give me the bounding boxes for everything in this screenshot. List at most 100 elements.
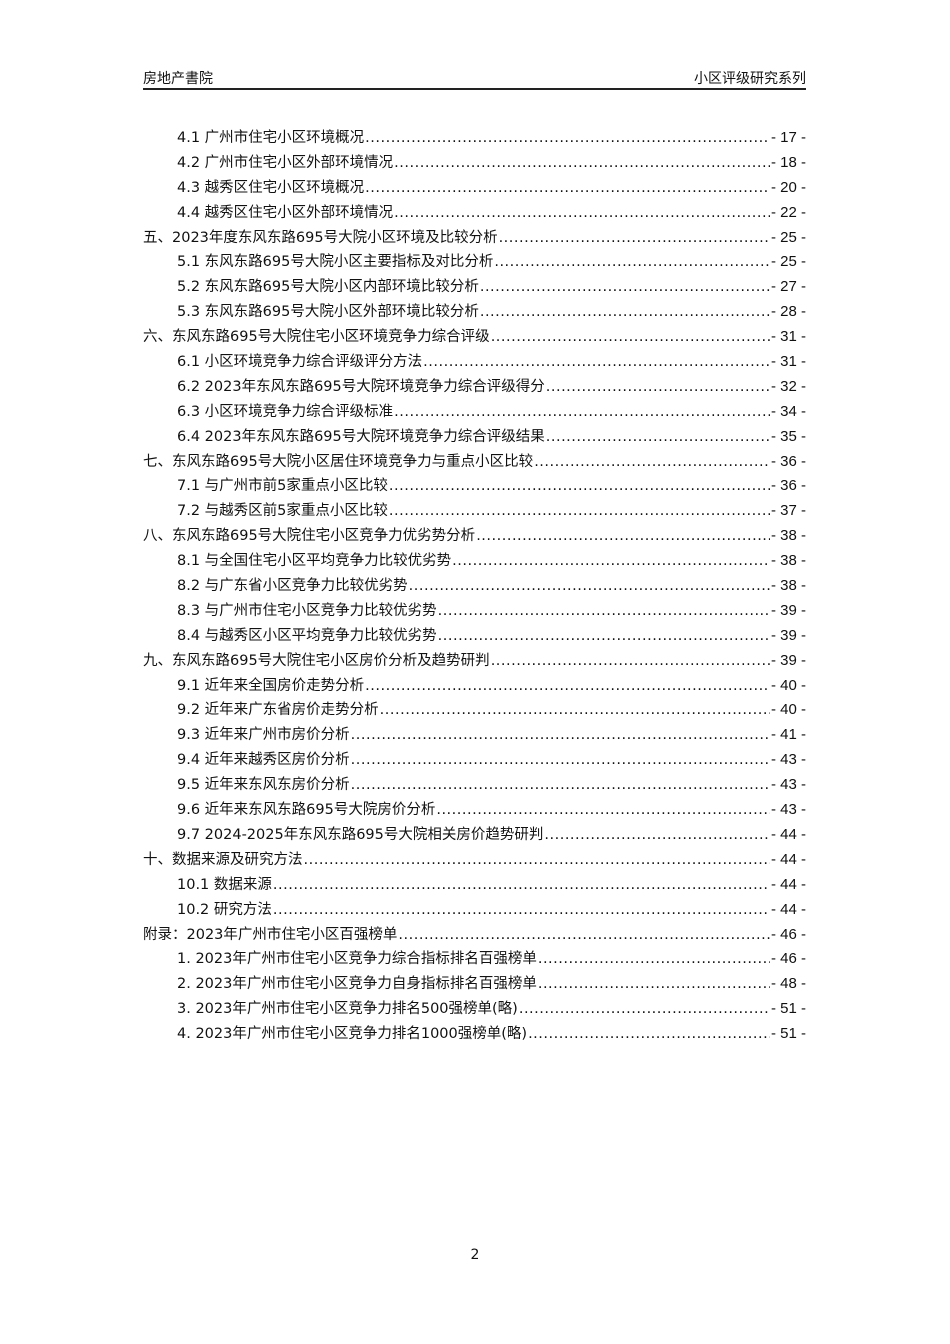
toc-entry-title: 六、东风东路695号大院住宅小区环境竞争力综合评级 <box>143 329 490 346</box>
toc-entry[interactable]: 6.2 2023年东风东路695号大院环境竞争力综合评级得分 - 32 - <box>143 375 806 400</box>
toc-entry-title: 6.4 2023年东风东路695号大院环境竞争力综合评级结果 <box>177 428 545 445</box>
toc-entry-title: 4.3 越秀区住宅小区环境概况 <box>177 179 365 196</box>
dot-leader <box>528 1026 770 1042</box>
dot-leader <box>538 951 770 967</box>
dot-leader <box>394 155 770 171</box>
toc-entry-page: - 44 - <box>770 850 806 868</box>
toc-entry-title: 9.4 近年来越秀区房价分析 <box>177 752 350 769</box>
toc-entry[interactable]: 9.1 近年来全国房价走势分析 - 40 - <box>143 674 806 699</box>
dot-leader <box>394 404 770 420</box>
dot-leader <box>538 976 770 992</box>
toc-entry[interactable]: 6.4 2023年东风东路695号大院环境竞争力综合评级结果 - 35 - <box>143 425 806 450</box>
toc-entry[interactable]: 4. 2023年广州市住宅小区竞争力排名1000强榜单(略) - 51 - <box>143 1022 806 1047</box>
dot-leader <box>365 678 770 694</box>
toc-entry[interactable]: 七、东风东路695号大院小区居住环境竞争力与重点小区比较 - 36 - <box>143 450 806 475</box>
toc-entry-title: 3. 2023年广州市住宅小区竞争力排名500强榜单(略) <box>177 1001 518 1018</box>
toc-entry[interactable]: 十、数据来源及研究方法 - 44 - <box>143 848 806 873</box>
toc-entry-page: - 39 - <box>770 626 806 644</box>
toc-entry[interactable]: 8.4 与越秀区小区平均竞争力比较优劣势 - 39 - <box>143 624 806 649</box>
toc-entry-page: - 44 - <box>770 875 806 893</box>
dot-leader <box>423 354 770 370</box>
dot-leader <box>365 180 770 196</box>
toc-entry[interactable]: 4.4 越秀区住宅小区外部环境情况 - 22 - <box>143 201 806 226</box>
toc-entry-page: - 20 - <box>770 178 806 196</box>
toc-entry[interactable]: 4.3 越秀区住宅小区环境概况 - 20 - <box>143 176 806 201</box>
toc-entry-title: 五、2023年度东风东路695号大院小区环境及比较分析 <box>143 229 498 246</box>
toc-entry[interactable]: 10.2 研究方法 - 44 - <box>143 898 806 923</box>
toc-entry-page: - 38 - <box>770 577 806 595</box>
toc-entry[interactable]: 4.2 广州市住宅小区外部环境情况 - 18 - <box>143 151 806 176</box>
toc-entry[interactable]: 9.5 近年来东风东房价分析 - 43 - <box>143 773 806 798</box>
toc-entry[interactable]: 5.2 东风东路695号大院小区内部环境比较分析 - 27 - <box>143 275 806 300</box>
toc-entry-title: 7.1 与广州市前5家重点小区比较 <box>177 478 388 495</box>
dot-leader <box>452 553 770 569</box>
toc-entry[interactable]: 4.1 广州市住宅小区环境概况 - 17 - <box>143 126 806 151</box>
toc-entry-page: - 17 - <box>770 129 806 146</box>
toc-entry[interactable]: 9.4 近年来越秀区房价分析 - 43 - <box>143 748 806 773</box>
toc-entry-title: 9.5 近年来东风东房价分析 <box>177 777 350 794</box>
toc-entry-page: - 43 - <box>770 801 806 819</box>
toc-entry[interactable]: 八、东风东路695号大院住宅小区竞争力优劣势分析 - 38 - <box>143 524 806 549</box>
toc-entry[interactable]: 6.1 小区环境竞争力综合评级评分方法 - 31 - <box>143 350 806 375</box>
toc-entry[interactable]: 10.1 数据来源 - 44 - <box>143 873 806 898</box>
toc-entry[interactable]: 九、东风东路695号大院住宅小区房价分析及趋势研判 - 39 - <box>143 649 806 674</box>
toc-entry-title: 十、数据来源及研究方法 <box>143 851 303 868</box>
toc-entry-page: - 22 - <box>770 203 806 221</box>
toc-entry[interactable]: 8.2 与广东省小区竞争力比较优劣势 - 38 - <box>143 574 806 599</box>
dot-leader <box>438 603 770 619</box>
toc-entry-page: - 51 - <box>770 1025 806 1043</box>
toc-entry[interactable]: 五、2023年度东风东路695号大院小区环境及比较分析 - 25 - <box>143 226 806 251</box>
toc-entry-page: - 37 - <box>770 502 806 520</box>
toc-entry-title: 8.3 与广州市住宅小区竞争力比较优劣势 <box>177 602 437 619</box>
toc-entry-title: 4.1 广州市住宅小区环境概况 <box>177 130 365 146</box>
toc-entry-title: 2. 2023年广州市住宅小区竞争力自身指标排名百强榜单 <box>177 976 537 993</box>
toc-entry-title: 4.2 广州市住宅小区外部环境情况 <box>177 154 394 171</box>
dot-leader <box>389 503 770 519</box>
toc-entry[interactable]: 6.3 小区环境竞争力综合评级标准 - 34 - <box>143 400 806 425</box>
dot-leader <box>380 702 770 718</box>
toc-entry[interactable]: 2. 2023年广州市住宅小区竞争力自身指标排名百强榜单 - 48 - <box>143 972 806 997</box>
toc-entry[interactable]: 3. 2023年广州市住宅小区竞争力排名500强榜单(略) - 51 - <box>143 997 806 1022</box>
dot-leader <box>480 279 770 295</box>
toc-entry[interactable]: 六、东风东路695号大院住宅小区环境竞争力综合评级 - 31 - <box>143 325 806 350</box>
toc-entry-page: - 34 - <box>770 402 806 420</box>
dot-leader <box>351 777 770 793</box>
toc-entry-title: 附录：2023年广州市住宅小区百强榜单 <box>143 926 398 943</box>
toc-entry-page: - 43 - <box>770 751 806 769</box>
dot-leader <box>476 528 770 544</box>
toc-entry-title: 7.2 与越秀区前5家重点小区比较 <box>177 503 388 520</box>
toc-entry[interactable]: 8.1 与全国住宅小区平均竞争力比较优劣势 - 38 - <box>143 549 806 574</box>
dot-leader <box>273 902 770 918</box>
toc-entry-page: - 39 - <box>770 651 806 669</box>
dot-leader <box>436 802 770 818</box>
toc-entry-title: 9.1 近年来全国房价走势分析 <box>177 677 365 694</box>
toc-entry-title: 10.1 数据来源 <box>177 876 272 893</box>
toc-entry-page: - 25 - <box>770 253 806 271</box>
toc-entry[interactable]: 7.1 与广州市前5家重点小区比较 - 36 - <box>143 474 806 499</box>
toc-entry[interactable]: 7.2 与越秀区前5家重点小区比较 - 37 - <box>143 499 806 524</box>
toc-entry-title: 8.4 与越秀区小区平均竞争力比较优劣势 <box>177 627 437 644</box>
toc-entry-page: - 36 - <box>770 477 806 495</box>
toc-entry[interactable]: 5.3 东风东路695号大院小区外部环境比较分析 - 28 - <box>143 300 806 325</box>
toc-entry[interactable]: 1. 2023年广州市住宅小区竞争力综合指标排名百强榜单 - 46 - <box>143 947 806 972</box>
toc-entry-page: - 36 - <box>770 452 806 470</box>
toc-entry[interactable]: 9.6 近年来东风东路695号大院房价分析 - 43 - <box>143 798 806 823</box>
toc-entry-title: 1. 2023年广州市住宅小区竞争力综合指标排名百强榜单 <box>177 951 537 968</box>
toc-entry[interactable]: 9.7 2024-2025年东风东路695号大院相关房价趋势研判 - 44 - <box>143 823 806 848</box>
toc-entry-page: - 27 - <box>770 278 806 296</box>
toc-entry-page: - 51 - <box>770 1000 806 1018</box>
toc-entry[interactable]: 8.3 与广州市住宅小区竞争力比较优劣势 - 39 - <box>143 599 806 624</box>
toc-entry-title: 4. 2023年广州市住宅小区竞争力排名1000强榜单(略) <box>177 1026 528 1043</box>
toc-entry-title: 八、东风东路695号大院住宅小区竞争力优劣势分析 <box>143 528 476 545</box>
header-left: 房地产書院 <box>143 71 213 87</box>
toc-entry-page: - 46 - <box>770 950 806 968</box>
toc-entry[interactable]: 9.3 近年来广州市房价分析 - 41 - <box>143 723 806 748</box>
toc-entry-title: 九、东风东路695号大院住宅小区房价分析及趋势研判 <box>143 652 490 669</box>
dot-leader <box>394 205 770 221</box>
toc-entry-title: 5.1 东风东路695号大院小区主要指标及对比分析 <box>177 254 494 271</box>
toc-entry[interactable]: 5.1 东风东路695号大院小区主要指标及对比分析 - 25 - <box>143 250 806 275</box>
toc-entry[interactable]: 附录：2023年广州市住宅小区百强榜单 - 46 - <box>143 923 806 948</box>
dot-leader <box>491 329 770 345</box>
toc-entry-page: - 35 - <box>770 427 806 445</box>
toc-entry[interactable]: 9.2 近年来广东省房价走势分析 - 40 - <box>143 698 806 723</box>
